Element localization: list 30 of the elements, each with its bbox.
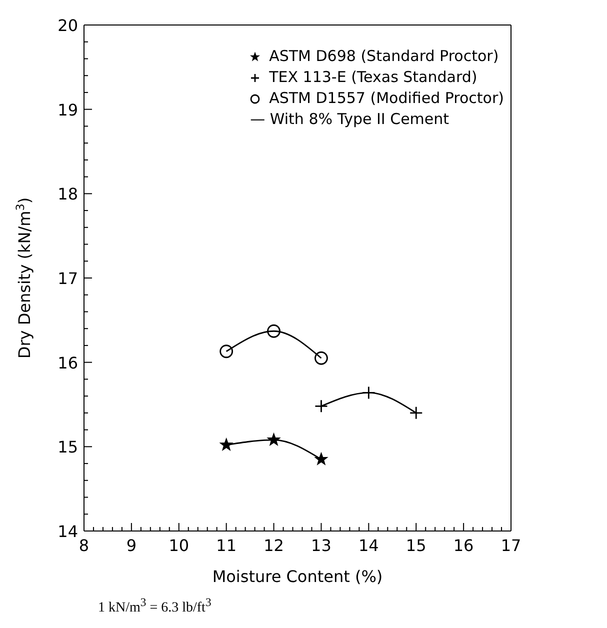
x-tick-label: 14	[358, 536, 379, 555]
x-tick-label: 15	[406, 536, 426, 555]
x-tick-label: 13	[311, 536, 332, 555]
x-tick-label: 11	[216, 536, 237, 555]
x-axis-title: Moisture Content (%)	[212, 567, 383, 586]
point	[314, 351, 328, 365]
y-tick-label: 14	[58, 522, 78, 541]
y-tick-label: 18	[58, 184, 78, 204]
point	[220, 344, 234, 358]
y-tick-label: 17	[58, 269, 78, 288]
x-tick-label: 12	[264, 536, 284, 555]
point	[409, 406, 423, 420]
point	[267, 324, 280, 338]
y-tick-label: 16	[58, 353, 78, 372]
y-tick-label: 20	[58, 16, 78, 35]
y-tick-label: 15	[58, 438, 78, 457]
annotation: — With 8% Type II Cement	[249, 109, 450, 130]
legend-label: ASTM D1557 (Modified Proctor)	[269, 88, 504, 109]
point	[220, 438, 233, 451]
text: 1 kN/m$^{3}$ = 6.3 lb/ft$^{3}$	[98, 596, 212, 617]
x-tick-label: 10	[168, 536, 190, 555]
x-tick-label: 16	[453, 536, 474, 555]
legend-label: ASTM D698 (Standard Proctor)	[269, 46, 499, 67]
legend-label: TEX 113-E (Texas Standard)	[269, 67, 478, 88]
x-tick-label: 17	[500, 536, 522, 555]
point	[314, 452, 328, 465]
x-tick-label: 9	[126, 536, 137, 555]
point	[267, 433, 280, 446]
y-tick-label: 19	[58, 100, 78, 120]
x-tick-label: 8	[78, 536, 90, 555]
